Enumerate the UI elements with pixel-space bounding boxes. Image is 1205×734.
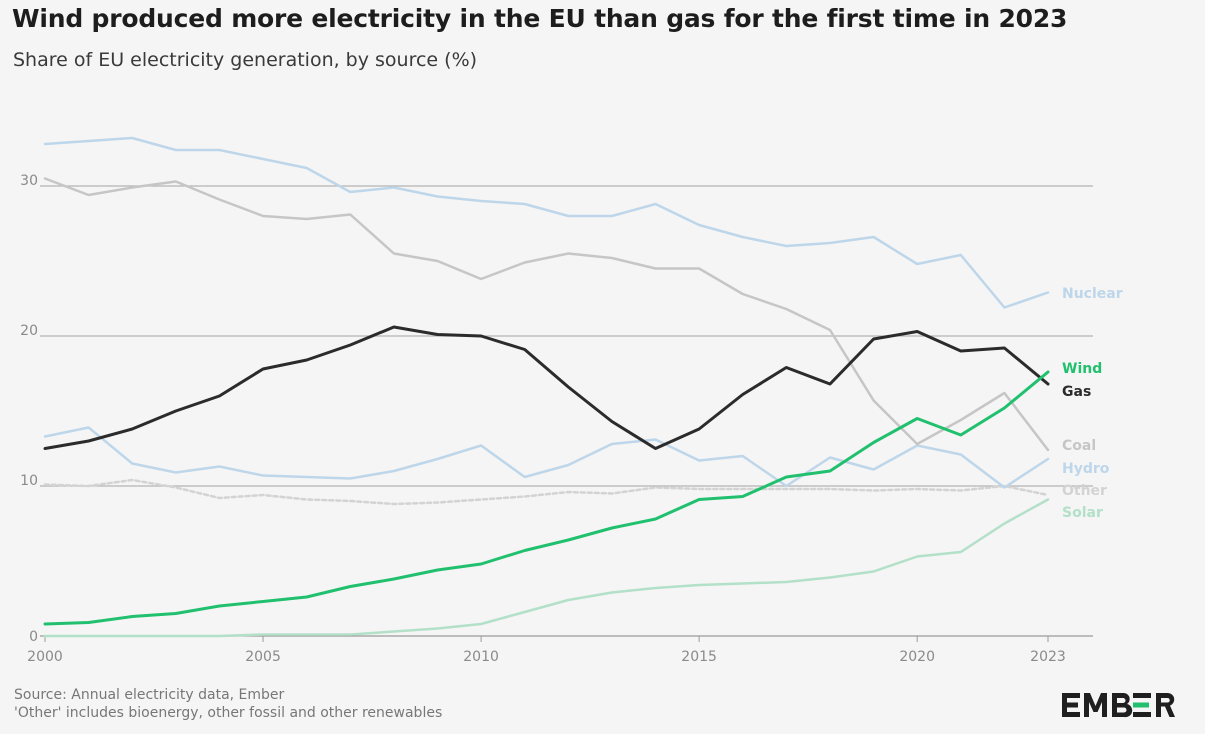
x-tick-label: 2020 <box>899 649 935 665</box>
x-axis-ticks: 2000 2005 2010 2015 2020 2023 <box>27 636 1066 665</box>
series-line-hydro <box>43 426 1050 489</box>
chart-subtitle: Share of EU electricity generation, by s… <box>13 49 478 71</box>
series-end-labels: Nuclear Wind Gas Coal Hydro Other Solar <box>1062 286 1123 521</box>
ember-logo <box>1062 693 1175 718</box>
source-note: Source: Annual electricity data, Ember '… <box>14 686 442 722</box>
series-lines <box>43 136 1050 638</box>
x-tick-label: 2005 <box>245 649 281 665</box>
y-tick-label: 0 <box>29 629 38 645</box>
series-label-coal: Coal <box>1062 438 1096 454</box>
y-tick-label: 20 <box>20 323 38 339</box>
y-tick-label: 30 <box>20 173 38 189</box>
series-line-coal <box>43 177 1050 452</box>
x-tick-label: 2000 <box>27 649 63 665</box>
series-label-nuclear: Nuclear <box>1062 286 1123 302</box>
series-label-wind: Wind <box>1062 361 1102 377</box>
y-tick-label: 10 <box>20 473 38 489</box>
x-tick-label: 2010 <box>463 649 499 665</box>
series-line-wind <box>43 370 1050 626</box>
series-line-nuclear <box>43 136 1050 309</box>
series-label-solar: Solar <box>1062 505 1103 521</box>
x-tick-label: 2015 <box>681 649 717 665</box>
series-line-other <box>43 478 1050 506</box>
series-label-hydro: Hydro <box>1062 461 1110 477</box>
series-label-gas: Gas <box>1062 384 1091 400</box>
x-tick-label: 2023 <box>1030 649 1066 665</box>
series-line-gas <box>43 325 1050 450</box>
series-label-other: Other <box>1062 483 1107 499</box>
other-note-text: 'Other' includes bioenergy, other fossil… <box>14 705 443 721</box>
source-text: Source: Annual electricity data, Ember <box>14 687 285 703</box>
chart-title: Wind produced more electricity in the EU… <box>12 4 1068 33</box>
series-line-solar <box>43 498 1050 638</box>
y-axis-ticks: 0 10 20 30 <box>20 173 38 645</box>
